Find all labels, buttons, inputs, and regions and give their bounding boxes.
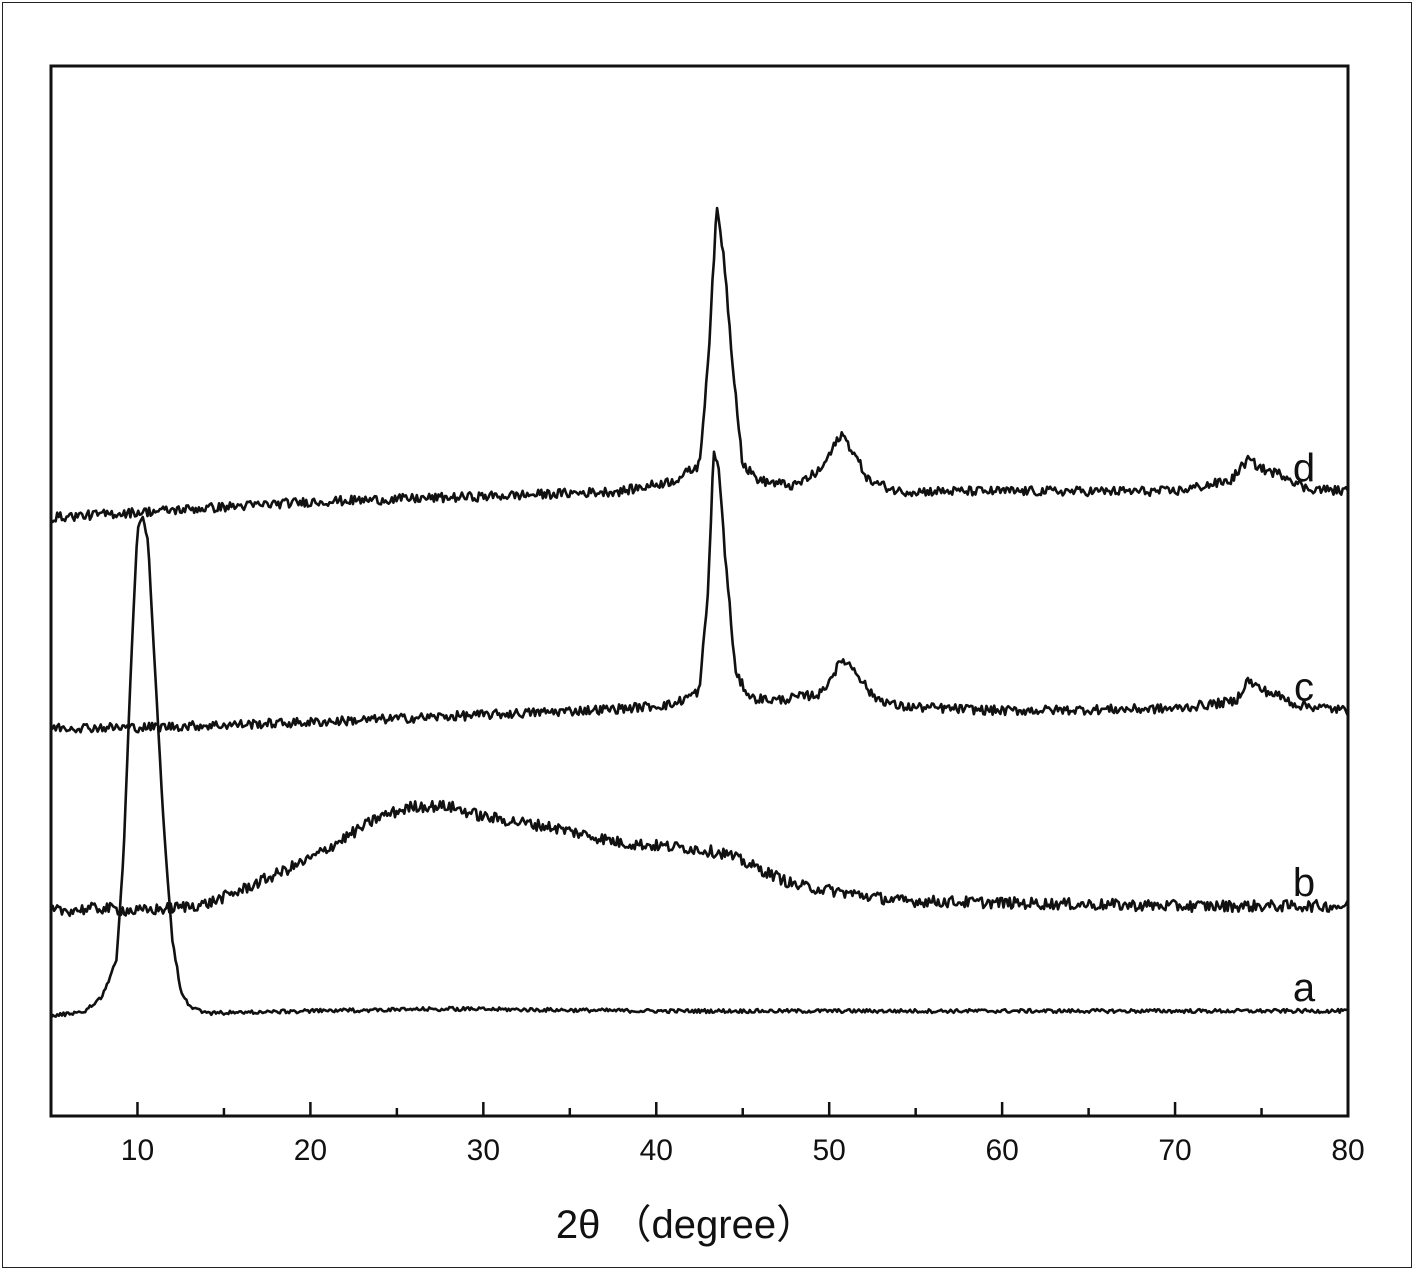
series-line-a bbox=[49, 515, 1348, 1019]
series-label-a: a bbox=[1293, 966, 1316, 1010]
series-label-d: d bbox=[1293, 446, 1315, 490]
x-tick-label-80: 80 bbox=[1331, 1134, 1364, 1167]
series-label-b: b bbox=[1293, 861, 1315, 905]
plot-area-frame bbox=[49, 64, 1350, 1118]
x-tick-label-60: 60 bbox=[985, 1134, 1018, 1167]
x-tick-label-70: 70 bbox=[1158, 1134, 1191, 1167]
x-tick-label-20: 20 bbox=[294, 1134, 327, 1167]
series-line-c bbox=[50, 450, 1349, 734]
series-label-c: c bbox=[1294, 666, 1314, 710]
series-line-d bbox=[49, 206, 1349, 524]
x-tick-label-40: 40 bbox=[640, 1134, 673, 1167]
series-lines bbox=[49, 206, 1349, 1019]
x-tick-label-10: 10 bbox=[121, 1134, 154, 1167]
series-line-b bbox=[49, 799, 1349, 918]
x-axis-title: 2θ （degree） bbox=[556, 1203, 816, 1247]
x-tick-label-50: 50 bbox=[813, 1134, 846, 1167]
x-tick-label-30: 30 bbox=[467, 1134, 500, 1167]
series-labels: a b c d bbox=[1293, 446, 1316, 1010]
x-axis-tick-labels: 10 20 30 40 50 60 70 80 bbox=[121, 1134, 1365, 1167]
x-axis-ticks bbox=[49, 1102, 1350, 1116]
